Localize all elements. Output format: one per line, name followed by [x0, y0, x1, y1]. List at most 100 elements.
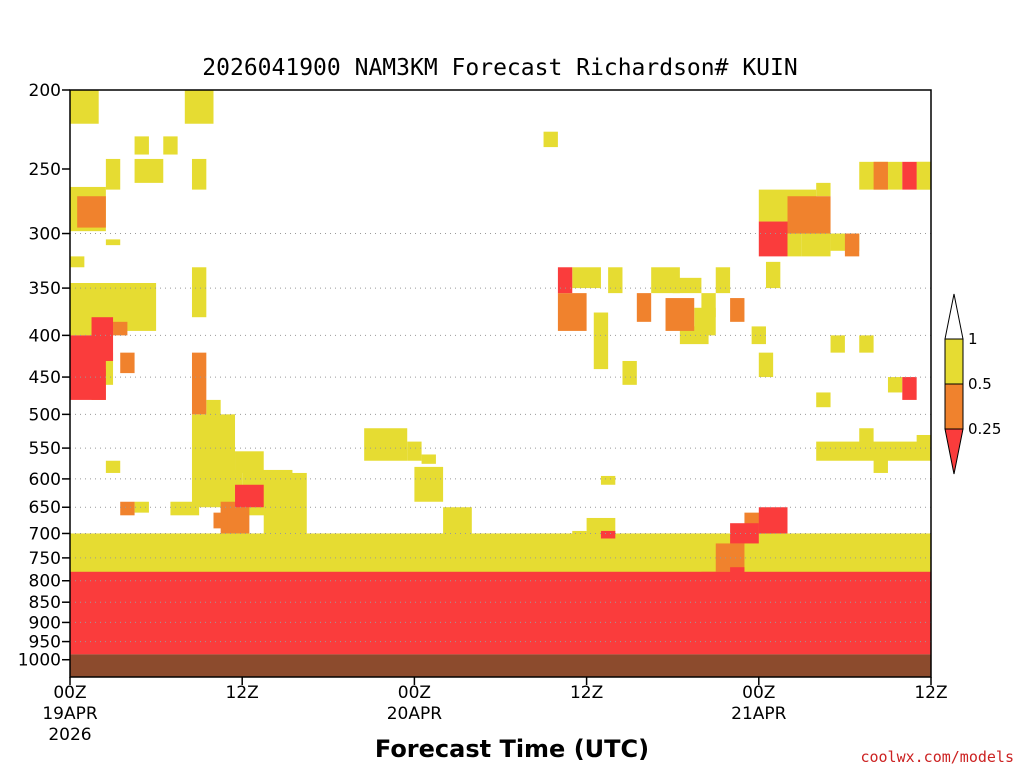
ri-cell — [70, 571, 931, 655]
y-tick-label: 750 — [29, 549, 61, 569]
y-tick-label: 300 — [29, 225, 61, 245]
y-tick-label: 550 — [29, 439, 61, 459]
ri-cell — [816, 392, 831, 408]
ri-cell — [873, 161, 888, 190]
y-tick-label: 900 — [29, 613, 61, 633]
ri-cell — [801, 233, 831, 257]
x-tick-date: 20APR — [387, 704, 443, 724]
ri-cell — [191, 352, 207, 415]
ri-cell — [543, 131, 558, 148]
y-tick-label: 400 — [29, 326, 61, 346]
plot-area — [70, 90, 931, 677]
ri-cell — [407, 441, 422, 461]
ri-cell — [105, 460, 121, 473]
y-tick-label: 500 — [29, 405, 61, 425]
ri-cell — [902, 377, 917, 400]
y-tick-label: 200 — [29, 81, 61, 101]
ri-cell — [887, 161, 903, 190]
ri-cell — [758, 352, 774, 378]
ri-cell — [70, 256, 85, 268]
ri-cell — [787, 196, 831, 234]
ri-cell — [593, 312, 609, 370]
y-axis-ticks: 200 250 300 350 400 450 500 550 600 650 700 750 8008… — [18, 81, 70, 671]
ri-cell — [622, 360, 637, 385]
ri-cell — [665, 298, 695, 331]
ri-cell — [105, 158, 121, 190]
y-tick-label: 800 — [29, 572, 61, 592]
y-tick-label: 350 — [29, 279, 61, 299]
ri-cell — [235, 451, 264, 473]
ground-band — [70, 654, 931, 677]
colorbar-level-label: 0.5 — [968, 375, 992, 393]
y-tick-label: 650 — [29, 498, 61, 518]
ri-cell — [859, 335, 874, 353]
colorbar-bottom-arrow — [944, 428, 964, 475]
colorbar-bin-yellow — [944, 338, 964, 385]
y-tick-label: 450 — [29, 368, 61, 388]
ri-cell — [830, 335, 845, 353]
ri-cell — [887, 377, 903, 393]
ri-cell — [557, 293, 587, 331]
ri-cell — [113, 321, 128, 336]
x-tick-date: 21APR — [731, 704, 787, 724]
grid-lines — [70, 233, 931, 643]
ri-cell — [600, 475, 616, 485]
ri-cell — [608, 267, 623, 294]
x-tick-label: 00Z — [742, 683, 775, 703]
y-tick-label: 600 — [29, 470, 61, 490]
ri-cell — [694, 307, 716, 336]
ri-cell — [557, 267, 573, 294]
ri-cell — [105, 239, 121, 246]
chart-title: 2026041900 NAM3KM Forecast Richardson# K… — [202, 55, 797, 81]
ri-cell — [758, 507, 788, 534]
ri-cell — [672, 277, 702, 294]
ri-cell — [787, 233, 802, 257]
ri-cell — [765, 261, 781, 289]
x-tick-label: 00Z — [398, 683, 431, 703]
x-tick-label: 12Z — [914, 683, 947, 703]
ri-cell — [70, 90, 99, 124]
colorbar-legend: 1 0.5 0.25 — [944, 293, 1001, 475]
ri-cell — [715, 267, 731, 294]
ri-cell — [844, 233, 860, 257]
ri-cell — [902, 161, 917, 190]
ri-cell — [443, 507, 472, 534]
y-tick-label: 950 — [29, 633, 61, 653]
credit-text: coolwx.com/models — [860, 748, 1014, 766]
ri-cell — [134, 136, 149, 155]
plot-frame — [69, 89, 932, 678]
ri-cell — [184, 90, 214, 124]
ri-cell — [213, 512, 228, 529]
ri-cell — [600, 530, 616, 539]
ri-cell — [572, 267, 601, 289]
ri-cell — [134, 501, 149, 513]
ri-cell — [134, 158, 164, 183]
ri-cell — [730, 523, 759, 544]
ri-cell — [163, 136, 178, 155]
ri-cell — [751, 326, 766, 345]
x-tick-label: 12Z — [226, 683, 259, 703]
colorbar-level-label: 1 — [968, 330, 978, 348]
colorbar-level-label: 0.25 — [968, 420, 1001, 438]
ri-cell — [70, 335, 106, 400]
ri-cell — [120, 352, 135, 374]
x-tick-label: 12Z — [570, 683, 603, 703]
ri-cell — [235, 469, 243, 491]
ri-cell — [636, 293, 652, 322]
x-tick-date: 19APR — [42, 704, 98, 724]
ri-cell — [235, 484, 264, 508]
y-tick-label: 1000 — [18, 651, 61, 671]
x-tick-year: 2026 — [48, 725, 91, 745]
ri-cell — [120, 501, 135, 516]
ri-cell — [191, 158, 207, 190]
x-axis-label: Forecast Time (UTC) — [375, 735, 649, 763]
ri-cell — [170, 501, 200, 516]
ri-cell — [263, 472, 307, 534]
colorbar-top-arrow — [944, 293, 964, 340]
ri-cell — [77, 196, 106, 228]
ri-cell — [730, 298, 745, 322]
ri-cell — [916, 434, 931, 449]
y-tick-label: 700 — [29, 524, 61, 544]
